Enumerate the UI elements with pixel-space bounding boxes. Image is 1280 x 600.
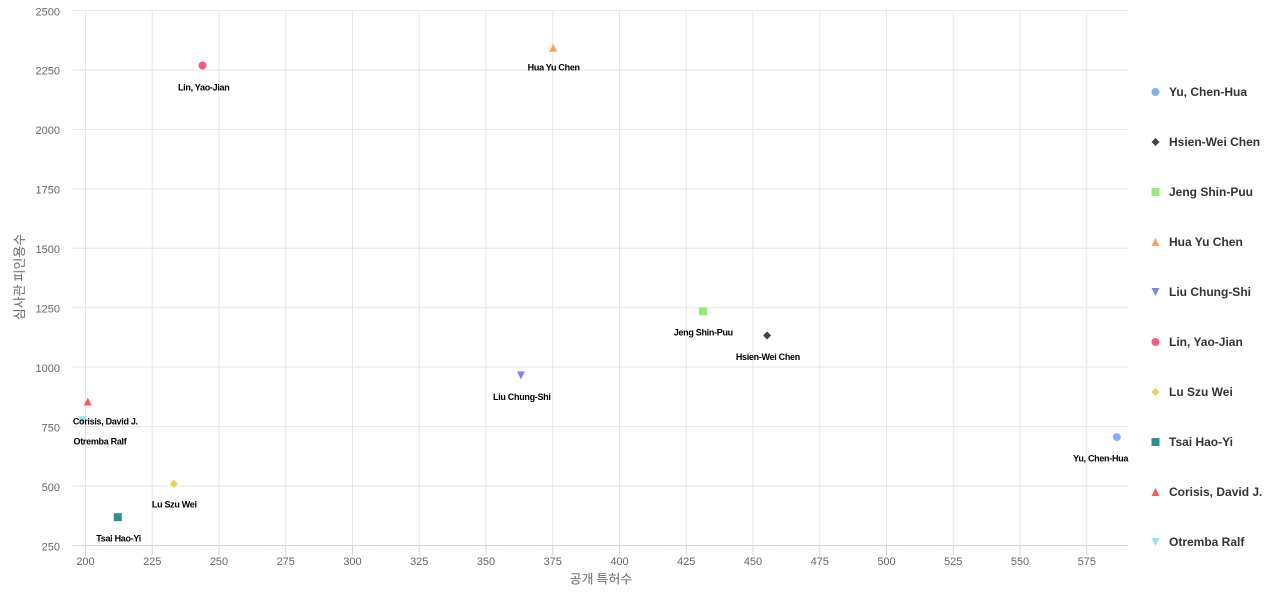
- svg-text:500: 500: [42, 482, 60, 494]
- svg-text:1500: 1500: [36, 244, 60, 256]
- svg-text:225: 225: [143, 556, 161, 568]
- svg-text:750: 750: [42, 422, 60, 434]
- svg-text:275: 275: [277, 556, 295, 568]
- svg-text:Lin, Yao-Jian: Lin, Yao-Jian: [1169, 335, 1243, 349]
- svg-text:Hsien-Wei Chen: Hsien-Wei Chen: [1169, 135, 1260, 149]
- svg-text:Lu Szu Wei: Lu Szu Wei: [152, 500, 197, 510]
- svg-text:500: 500: [877, 556, 895, 568]
- svg-text:400: 400: [610, 556, 628, 568]
- svg-text:Liu Chung-Shi: Liu Chung-Shi: [493, 392, 551, 402]
- svg-text:525: 525: [944, 556, 962, 568]
- svg-text:Otremba Ralf: Otremba Ralf: [74, 437, 128, 447]
- svg-text:Lin, Yao-Jian: Lin, Yao-Jian: [178, 82, 229, 92]
- svg-text:Tsai Hao-Yi: Tsai Hao-Yi: [1169, 435, 1233, 449]
- svg-text:250: 250: [42, 541, 60, 553]
- svg-text:Hsien-Wei Chen: Hsien-Wei Chen: [736, 352, 800, 362]
- svg-text:Lu Szu Wei: Lu Szu Wei: [1169, 385, 1233, 399]
- svg-text:Jeng Shin-Puu: Jeng Shin-Puu: [1169, 185, 1253, 199]
- svg-text:325: 325: [410, 556, 428, 568]
- svg-text:350: 350: [477, 556, 495, 568]
- svg-text:1750: 1750: [36, 185, 60, 197]
- svg-text:300: 300: [343, 556, 361, 568]
- svg-text:2500: 2500: [36, 6, 60, 18]
- svg-text:1250: 1250: [36, 304, 60, 316]
- svg-text:1000: 1000: [36, 363, 60, 375]
- svg-text:Hua Yu Chen: Hua Yu Chen: [528, 63, 580, 73]
- svg-text:Yu, Chen-Hua: Yu, Chen-Hua: [1073, 453, 1129, 463]
- svg-text:Corisis, David J.: Corisis, David J.: [73, 417, 138, 427]
- svg-text:450: 450: [744, 556, 762, 568]
- svg-text:Hua Yu Chen: Hua Yu Chen: [1169, 235, 1243, 249]
- svg-text:Jeng Shin-Puu: Jeng Shin-Puu: [674, 327, 733, 337]
- svg-text:2000: 2000: [36, 125, 60, 137]
- svg-text:Corisis, David J.: Corisis, David J.: [1169, 485, 1262, 499]
- svg-text:425: 425: [677, 556, 695, 568]
- svg-text:375: 375: [544, 556, 562, 568]
- svg-text:200: 200: [76, 556, 94, 568]
- svg-text:Otremba Ralf: Otremba Ralf: [1169, 535, 1245, 549]
- svg-text:575: 575: [1078, 556, 1096, 568]
- svg-text:475: 475: [811, 556, 829, 568]
- svg-text:550: 550: [1011, 556, 1029, 568]
- svg-text:2250: 2250: [36, 66, 60, 78]
- svg-text:Tsai Hao-Yi: Tsai Hao-Yi: [96, 534, 141, 544]
- svg-text:Liu Chung-Shi: Liu Chung-Shi: [1169, 285, 1251, 299]
- svg-text:Yu, Chen-Hua: Yu, Chen-Hua: [1169, 85, 1247, 99]
- svg-text:250: 250: [210, 556, 228, 568]
